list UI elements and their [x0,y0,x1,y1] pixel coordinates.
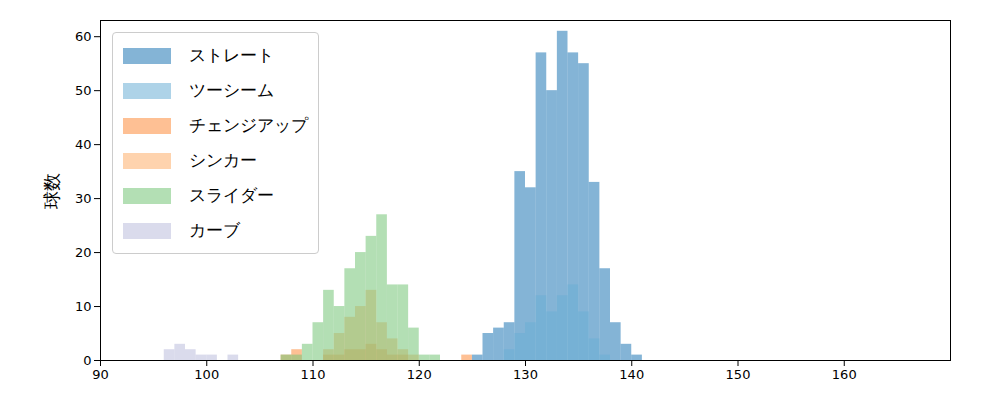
svg-text:60: 60 [75,29,92,44]
svg-text:0: 0 [83,353,91,368]
svg-text:球数: 球数 [41,173,62,209]
svg-text:150: 150 [726,367,751,382]
html-text:カーブ: カーブ [189,220,240,240]
html-text:チェンジアップ: チェンジアップ [189,115,308,135]
html-text:ツーシーム: ツーシーム [189,80,274,100]
svg-text:120: 120 [407,367,432,382]
svg-text:100: 100 [194,367,219,382]
svg-text:160: 160 [832,367,857,382]
html-text:ストレート: ストレート [189,45,274,65]
svg-text:130: 130 [513,367,538,382]
svg-text:20: 20 [75,245,92,260]
svg-text:110: 110 [301,367,326,382]
svg-text:30: 30 [75,191,92,206]
svg-text:50: 50 [75,83,92,98]
html-text:シンカー: シンカー [189,150,257,170]
svg-text:10: 10 [75,299,92,314]
html-text:スライダー: スライダー [189,185,274,205]
svg-text:90: 90 [92,367,109,382]
svg-text:40: 40 [75,137,92,152]
svg-text:140: 140 [619,367,644,382]
